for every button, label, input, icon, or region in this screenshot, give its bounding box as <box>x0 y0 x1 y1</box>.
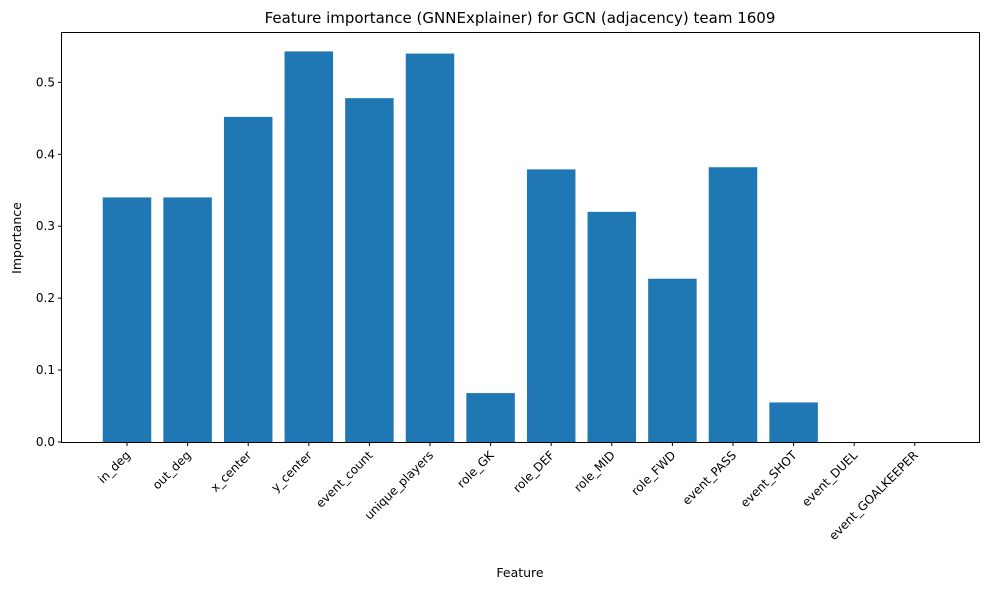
x-tick-label: in_deg <box>95 448 133 486</box>
bar-role_MID <box>587 211 637 442</box>
x-tick-label: role_GK <box>454 447 497 490</box>
x-tick-label: out_deg <box>150 448 194 492</box>
bar-in_deg <box>102 197 152 442</box>
y-tick-label: 0.5 <box>36 75 55 89</box>
y-tick-label: 0.4 <box>36 147 55 161</box>
bar-role_DEF <box>526 169 576 442</box>
bar-x_center <box>223 116 273 442</box>
y-tick-label: 0.0 <box>36 435 55 449</box>
bar-event_SHOT <box>769 402 818 442</box>
bar-event_PASS <box>708 167 758 443</box>
y-tick-label: 0.2 <box>36 291 55 305</box>
bar-role_GK <box>466 393 515 442</box>
x-axis-label: Feature <box>496 565 544 580</box>
plot-frame <box>61 32 980 443</box>
y-axis: 0.0 0.1 0.2 0.3 0.4 0.5 <box>36 75 62 449</box>
x-tick-label: event_DUEL <box>799 448 860 509</box>
bar-out_deg <box>163 197 212 442</box>
x-tick-label: event_SHOT <box>738 448 800 510</box>
y-tick-label: 0.3 <box>36 219 55 233</box>
x-tick-label: x_center <box>208 448 255 495</box>
x-tick-label: y_center <box>268 448 315 495</box>
x-tick-label: role_DEF <box>510 448 557 495</box>
x-tick-label: event_count <box>313 448 375 510</box>
x-tick-label: role_MID <box>571 448 618 495</box>
bar-y_center <box>284 51 334 443</box>
chart-title: Feature importance (GNNExplainer) for GC… <box>265 9 776 27</box>
x-tick-label: role_FWD <box>628 448 678 498</box>
bars <box>102 51 818 443</box>
y-tick-label: 0.1 <box>36 363 55 377</box>
bar-unique_players <box>405 53 455 442</box>
x-axis: in_deg out_deg x_center y_centerevent_count… <box>95 442 921 543</box>
x-tick-label: event_PASS <box>680 448 739 507</box>
bar-role_FWD <box>648 278 697 442</box>
bar-event_count <box>345 98 394 443</box>
y-axis-label: Importance <box>9 202 24 274</box>
